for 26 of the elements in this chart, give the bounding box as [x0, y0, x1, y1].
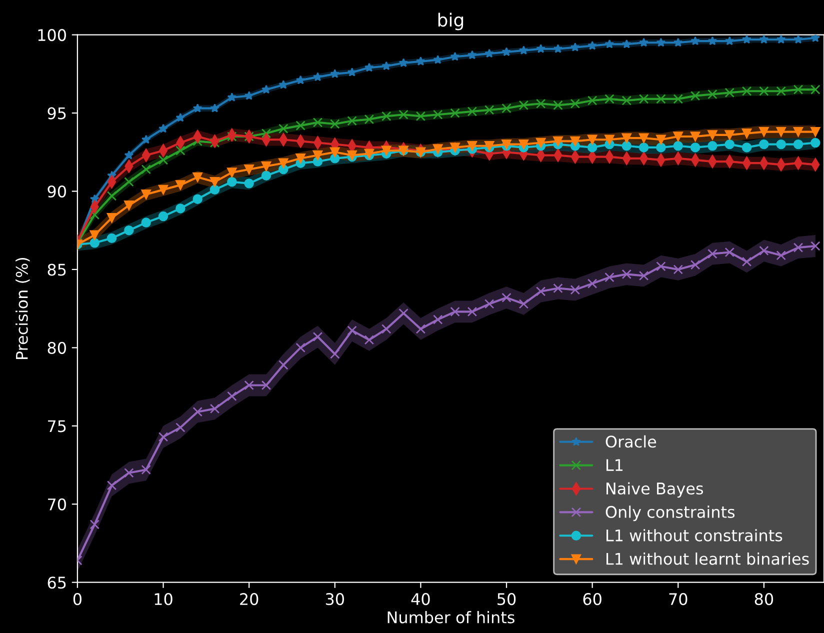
y-tick-label: 90	[48, 185, 66, 198]
y-tick-label: 80	[48, 342, 66, 354]
x-tick-label: 70	[669, 593, 688, 606]
y-tick-label: 65	[48, 576, 66, 589]
x-tick-label: 30	[326, 593, 344, 606]
y-tick-label: 100	[38, 29, 66, 42]
y-tick-label: 70	[48, 498, 66, 510]
legend-label: Naive Bayes	[606, 482, 704, 498]
legend-label: Only constraints	[606, 506, 735, 522]
x-tick-label: 20	[240, 593, 258, 606]
legend-label: L1	[606, 459, 623, 471]
y-axis-title: Precision (%)	[16, 258, 30, 360]
x-tick-label: 10	[154, 593, 172, 606]
x-tick-label: 80	[754, 593, 774, 606]
x-tick-label: 60	[583, 593, 602, 606]
y-tick-label: 75	[48, 420, 66, 432]
legend-label: L1 without constraints	[606, 529, 782, 542]
x-tick-label: 0	[73, 593, 82, 606]
x-tick-label: 40	[411, 593, 430, 606]
x-tick-label: 50	[498, 593, 516, 606]
x-axis-title: Number of hints	[388, 611, 514, 624]
chart-title: big	[438, 12, 464, 30]
y-tick-label: 85	[48, 264, 66, 276]
legend-label: Oracle	[606, 435, 656, 448]
y-tick-label: 95	[48, 107, 66, 120]
legend-label: L1 without learnt binaries	[606, 552, 809, 565]
